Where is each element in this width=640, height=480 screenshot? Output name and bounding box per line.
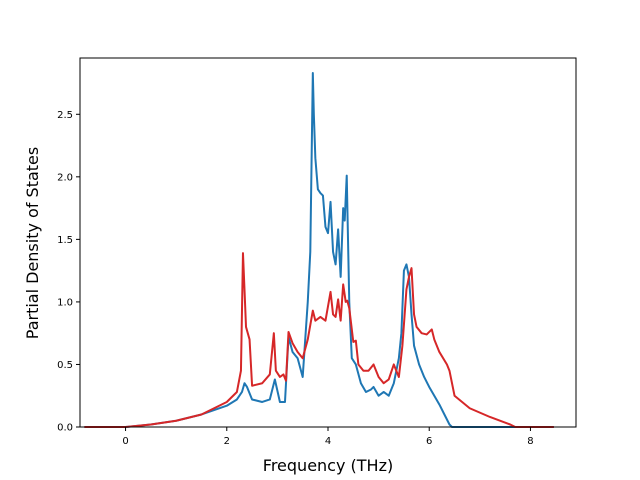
axes-layer: 0 2 4 6 8 0.0 0.5 1.0 1.5 2.0 2.5: [57, 57, 577, 447]
plot-background: [80, 58, 576, 427]
y-tick-label: 0.0: [57, 423, 73, 434]
series-line-1: [84, 72, 555, 428]
plot-area: [80, 58, 576, 427]
y-tick-label: 1.5: [57, 235, 73, 246]
y-tick-label: 1.0: [57, 297, 73, 308]
series-line-2: [84, 252, 555, 428]
y-tick-label: 2.5: [57, 110, 73, 121]
series-layer: [84, 72, 555, 428]
y-tick-label: 2.0: [57, 172, 73, 183]
y-axis-label: Partial Density of States: [23, 147, 42, 339]
x-axis-label: Frequency (THz): [263, 456, 393, 475]
x-tick-label: 8: [527, 436, 533, 447]
y-tick-label: 0.5: [57, 360, 73, 371]
x-tick-label: 0: [122, 436, 128, 447]
x-tick-label: 6: [426, 436, 432, 447]
x-tick-label: 2: [224, 436, 230, 447]
x-tick-label: 4: [325, 436, 331, 447]
